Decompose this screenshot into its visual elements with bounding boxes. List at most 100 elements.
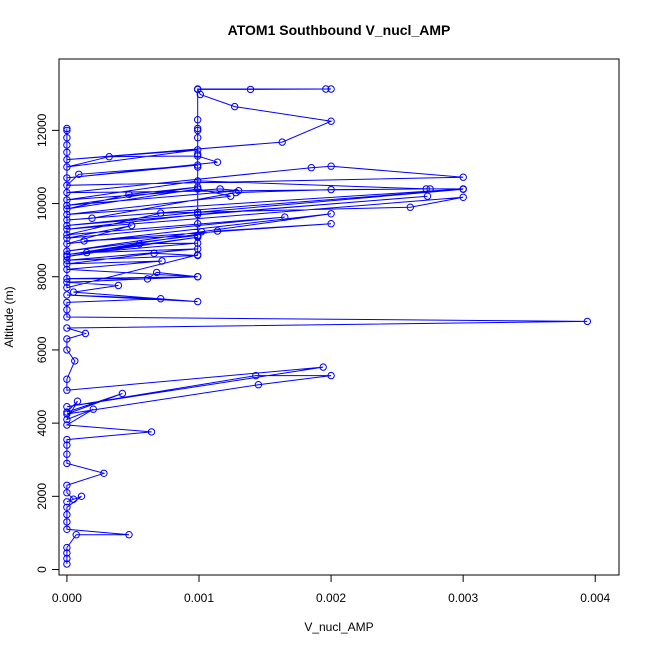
data-point bbox=[63, 247, 71, 255]
data-point bbox=[135, 240, 144, 248]
data-point bbox=[63, 435, 71, 444]
data-point bbox=[63, 560, 71, 568]
data-point bbox=[194, 126, 202, 135]
data-point bbox=[73, 397, 82, 405]
data-point bbox=[125, 190, 133, 199]
data-point bbox=[63, 181, 71, 190]
data-point bbox=[63, 141, 71, 149]
data-point bbox=[143, 275, 152, 283]
y-axis-label: Altitude (m) bbox=[2, 286, 16, 347]
data-point bbox=[63, 518, 71, 526]
data-point bbox=[63, 450, 71, 458]
data-point bbox=[63, 148, 71, 157]
data-point bbox=[194, 232, 202, 241]
x-axis: 0.000 0.001 0.002 0.003 0.004 bbox=[52, 574, 611, 605]
data-point bbox=[63, 163, 71, 171]
data-point bbox=[69, 288, 78, 296]
data-point bbox=[459, 185, 467, 193]
data-point bbox=[63, 386, 71, 394]
data-point bbox=[63, 126, 71, 135]
data-point bbox=[194, 273, 202, 281]
data-point bbox=[80, 237, 88, 245]
data-point bbox=[127, 221, 136, 230]
y-tick-label: 0 bbox=[35, 566, 49, 573]
data-point bbox=[63, 231, 71, 239]
data-point bbox=[63, 306, 71, 314]
y-tick-label: 6000 bbox=[35, 336, 49, 363]
data-point bbox=[63, 421, 71, 429]
data-point bbox=[63, 216, 71, 224]
chart-title: ATOM1 Southbound V_nucl_AMP bbox=[228, 22, 451, 38]
data-point bbox=[147, 428, 156, 436]
data-point bbox=[327, 117, 335, 125]
data-point bbox=[254, 381, 263, 389]
x-tick-label: 0.004 bbox=[580, 591, 610, 605]
data-point bbox=[63, 298, 71, 307]
data-point bbox=[157, 295, 165, 303]
data-point bbox=[63, 410, 71, 418]
data-point bbox=[63, 251, 71, 259]
data-point bbox=[327, 220, 335, 228]
x-axis-label: V_nucl_AMP bbox=[304, 620, 373, 634]
data-point bbox=[83, 248, 91, 257]
data-point bbox=[63, 459, 71, 468]
data-point bbox=[69, 495, 78, 503]
data-point bbox=[281, 213, 289, 221]
data-point bbox=[213, 158, 222, 166]
data-point bbox=[63, 256, 71, 264]
y-tick-label: 10000 bbox=[35, 187, 49, 221]
data-point bbox=[194, 116, 202, 124]
data-point bbox=[63, 549, 71, 557]
data-point bbox=[153, 268, 161, 277]
data-point bbox=[63, 210, 71, 219]
y-tick-label: 8000 bbox=[35, 263, 49, 290]
data-point bbox=[88, 214, 96, 222]
data-point bbox=[63, 155, 71, 164]
data-point bbox=[63, 554, 71, 563]
data-point bbox=[246, 85, 255, 94]
data-point bbox=[63, 503, 71, 511]
data-point bbox=[194, 124, 202, 133]
data-point bbox=[63, 188, 71, 197]
data-point bbox=[63, 489, 71, 497]
data-point bbox=[105, 153, 113, 161]
x-tick-label: 0.003 bbox=[448, 591, 478, 605]
y-tick-label: 2000 bbox=[35, 483, 49, 510]
data-point bbox=[213, 227, 222, 235]
data-point bbox=[63, 324, 71, 332]
data-point bbox=[252, 371, 260, 380]
data-point bbox=[63, 415, 71, 424]
data-point bbox=[327, 185, 335, 194]
data-point bbox=[71, 357, 79, 365]
data-point bbox=[194, 146, 202, 154]
data-point bbox=[63, 274, 71, 283]
data-point bbox=[63, 335, 71, 343]
data-point bbox=[307, 164, 315, 172]
data-point bbox=[63, 260, 71, 268]
data-point bbox=[63, 225, 71, 233]
data-point bbox=[63, 134, 71, 142]
data-point bbox=[63, 543, 71, 552]
data-point bbox=[75, 170, 83, 179]
data-point bbox=[118, 389, 127, 398]
data-point bbox=[150, 249, 158, 258]
data-point bbox=[63, 284, 71, 292]
data-point bbox=[63, 201, 71, 210]
data-point bbox=[231, 102, 239, 111]
y-tick-label: 4000 bbox=[35, 409, 49, 436]
y-tick-label: 12000 bbox=[35, 113, 49, 147]
data-point bbox=[194, 161, 202, 169]
data-point bbox=[63, 510, 71, 519]
data-point bbox=[63, 124, 71, 133]
data-point bbox=[194, 297, 202, 306]
data-point bbox=[63, 408, 71, 416]
data-point bbox=[194, 150, 202, 158]
data-point bbox=[194, 177, 202, 185]
data-point bbox=[406, 203, 414, 211]
data-point bbox=[194, 251, 202, 259]
data-point bbox=[322, 85, 330, 93]
data-point bbox=[63, 240, 71, 248]
x-tick-label: 0.002 bbox=[316, 591, 346, 605]
data-point bbox=[63, 205, 71, 213]
